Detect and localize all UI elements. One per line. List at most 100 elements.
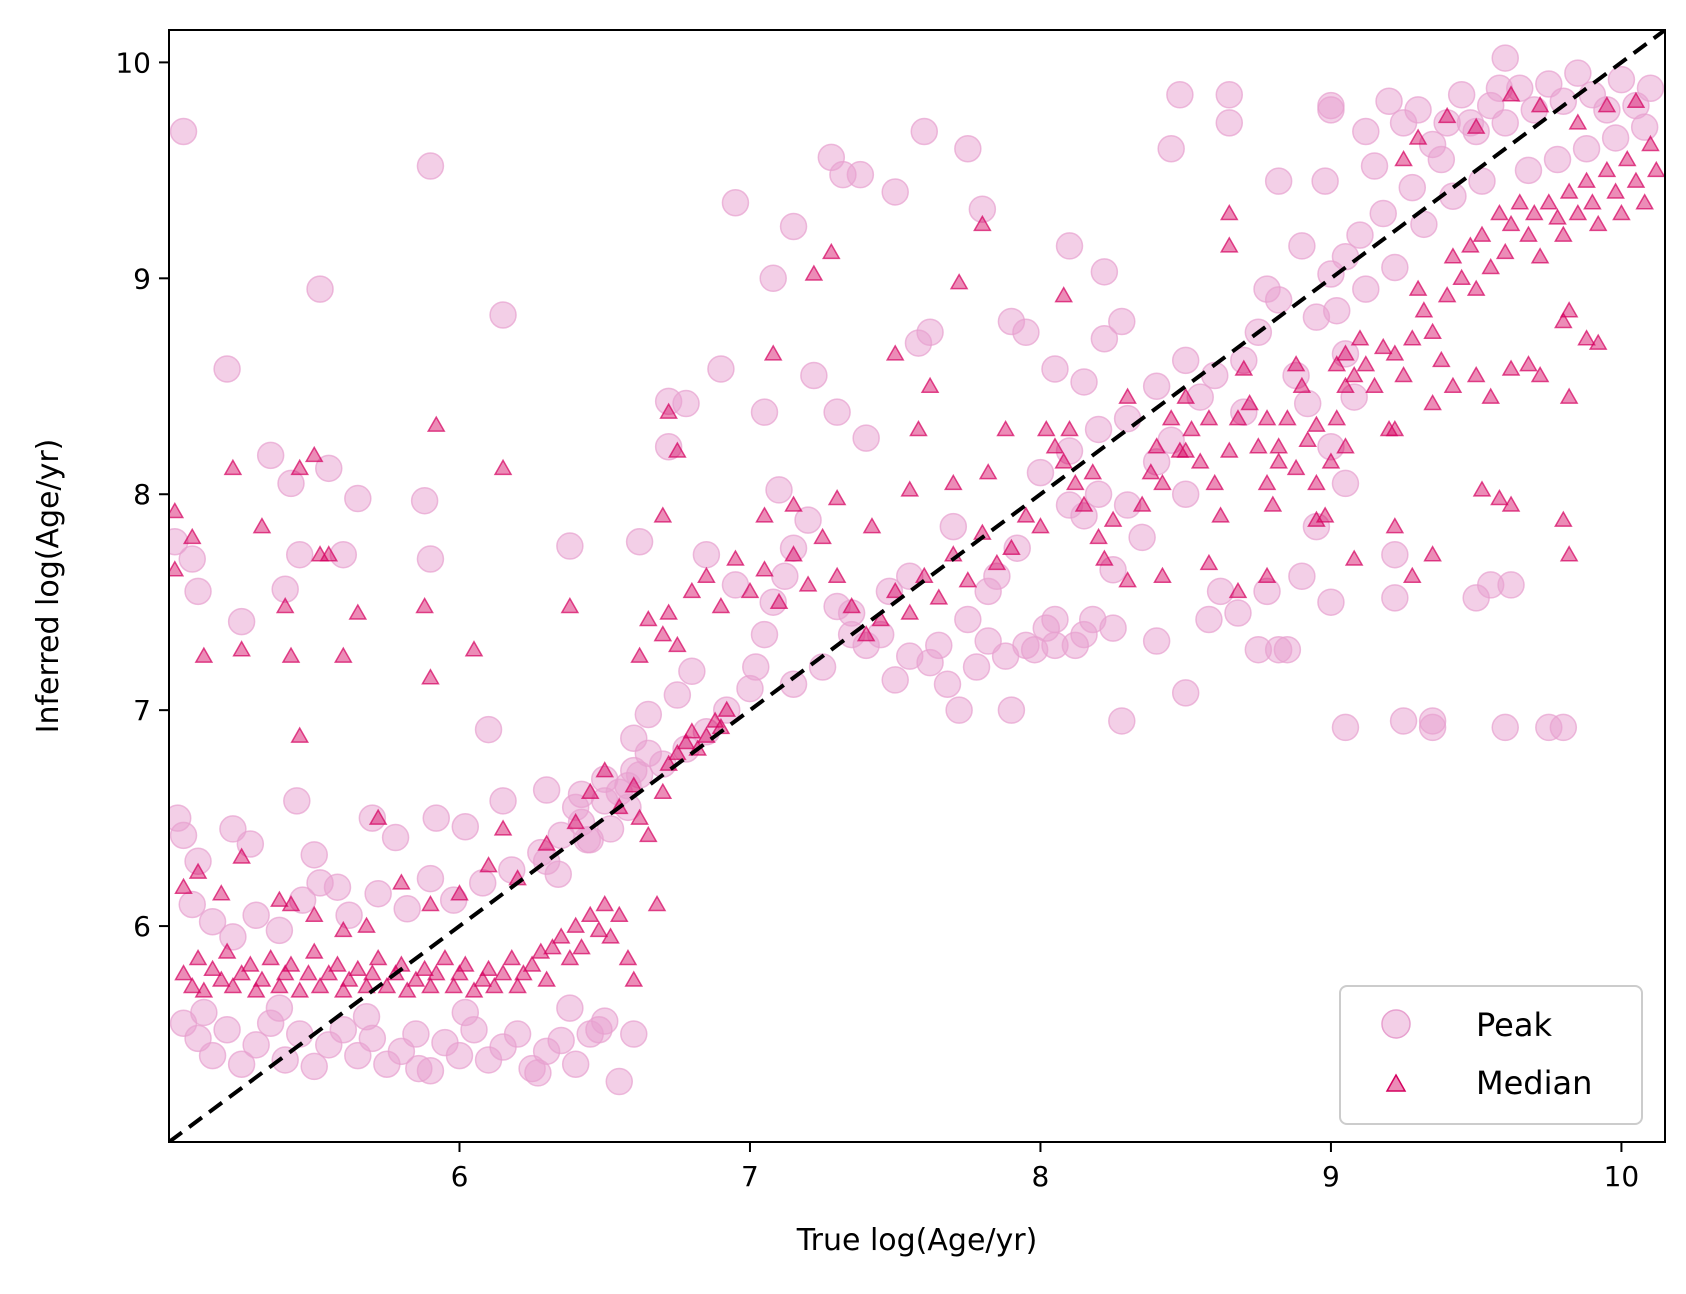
median-point xyxy=(601,927,620,944)
median-point xyxy=(232,964,251,981)
peak-point xyxy=(1381,253,1409,282)
peak-point xyxy=(925,631,953,660)
peak-point xyxy=(1601,124,1630,152)
median-point xyxy=(397,981,417,998)
median-point xyxy=(1219,441,1239,458)
peak-point xyxy=(1171,346,1200,375)
median-point xyxy=(668,441,687,458)
reference-layer xyxy=(169,30,1665,1142)
peak-point xyxy=(1195,605,1223,634)
peak-point xyxy=(1288,562,1316,591)
y-tick-label: 7 xyxy=(133,694,151,727)
median-point xyxy=(1472,480,1492,497)
peak-point xyxy=(1317,260,1345,288)
peak-point xyxy=(1491,44,1519,72)
median-point xyxy=(987,553,1007,571)
median-point xyxy=(1472,225,1492,242)
peak-point xyxy=(1288,232,1316,260)
median-point xyxy=(363,964,382,981)
peak-point xyxy=(277,469,305,498)
peak-point xyxy=(881,666,909,694)
x-tick-label: 10 xyxy=(1604,1160,1640,1193)
median-point xyxy=(1257,566,1277,584)
peak-point xyxy=(750,620,779,649)
median-point xyxy=(630,646,649,663)
median-point xyxy=(1336,437,1355,454)
median-point xyxy=(1257,409,1277,426)
median-point xyxy=(1307,473,1326,491)
peak-point xyxy=(402,1020,430,1048)
median-point xyxy=(1577,171,1596,188)
median-point xyxy=(1132,495,1152,512)
median-point xyxy=(1490,489,1509,506)
median-point xyxy=(711,597,731,614)
x-axis-ticks: 6 7 8 9 10 xyxy=(451,1142,1640,1193)
median-point xyxy=(1443,247,1463,264)
median-point xyxy=(1510,193,1530,210)
median-point xyxy=(1554,311,1573,329)
median-point xyxy=(415,959,434,977)
peak-point xyxy=(1427,145,1456,174)
median-point xyxy=(1554,510,1573,527)
peak-point xyxy=(405,1054,433,1083)
median-point xyxy=(668,635,687,653)
peak-point xyxy=(1331,469,1360,498)
median-point xyxy=(827,566,847,584)
median-point xyxy=(676,733,696,750)
peak-point xyxy=(625,527,654,556)
peak-point xyxy=(1497,571,1525,599)
median-point xyxy=(1437,286,1457,303)
median-point xyxy=(1481,258,1501,275)
median-point xyxy=(1490,204,1509,221)
peak-point xyxy=(974,627,1002,655)
median-point xyxy=(435,948,455,966)
median-point xyxy=(1559,301,1579,318)
peak-point xyxy=(1215,81,1244,109)
peak-point xyxy=(329,1015,358,1044)
peak-point xyxy=(381,823,410,852)
median-point xyxy=(1466,365,1486,383)
median-point xyxy=(464,981,484,998)
median-point xyxy=(246,981,266,998)
median-point xyxy=(1054,286,1073,303)
peak-point xyxy=(532,776,561,804)
median-point xyxy=(726,549,745,566)
peak-point xyxy=(393,895,421,923)
median-point xyxy=(1385,517,1405,534)
median-point xyxy=(909,419,928,437)
median-point xyxy=(1530,96,1550,113)
median-point xyxy=(1228,581,1248,599)
peak-point xyxy=(1514,156,1543,185)
median-point xyxy=(1559,387,1579,404)
median-point xyxy=(426,964,446,981)
median-point xyxy=(223,458,243,476)
median-point xyxy=(1402,566,1422,584)
median-point xyxy=(333,646,353,663)
median-point xyxy=(1385,344,1405,361)
peak-point xyxy=(468,869,497,897)
peak-point xyxy=(1404,96,1432,124)
peak-point xyxy=(213,1015,241,1044)
median-point xyxy=(1443,376,1463,394)
median-point xyxy=(1626,171,1646,188)
x-axis-label: True log(Age/yr) xyxy=(796,1223,1038,1258)
median-point xyxy=(1554,225,1573,242)
peak-point xyxy=(1108,307,1136,336)
peak-point xyxy=(547,1026,575,1055)
median-point xyxy=(368,948,388,966)
median-point xyxy=(978,463,998,480)
median-point xyxy=(319,545,339,562)
median-point xyxy=(1118,387,1137,404)
peak-point xyxy=(344,484,372,513)
median-point xyxy=(1315,506,1335,523)
peak-point xyxy=(1157,135,1185,163)
median-point xyxy=(1327,409,1347,426)
median-point xyxy=(1054,452,1073,469)
median-point xyxy=(589,920,609,938)
median-point xyxy=(211,884,231,901)
peak-point xyxy=(561,1050,590,1079)
peak-point xyxy=(1381,540,1409,569)
median-point xyxy=(659,603,678,620)
peak-point xyxy=(271,575,299,603)
median-point xyxy=(827,489,847,506)
